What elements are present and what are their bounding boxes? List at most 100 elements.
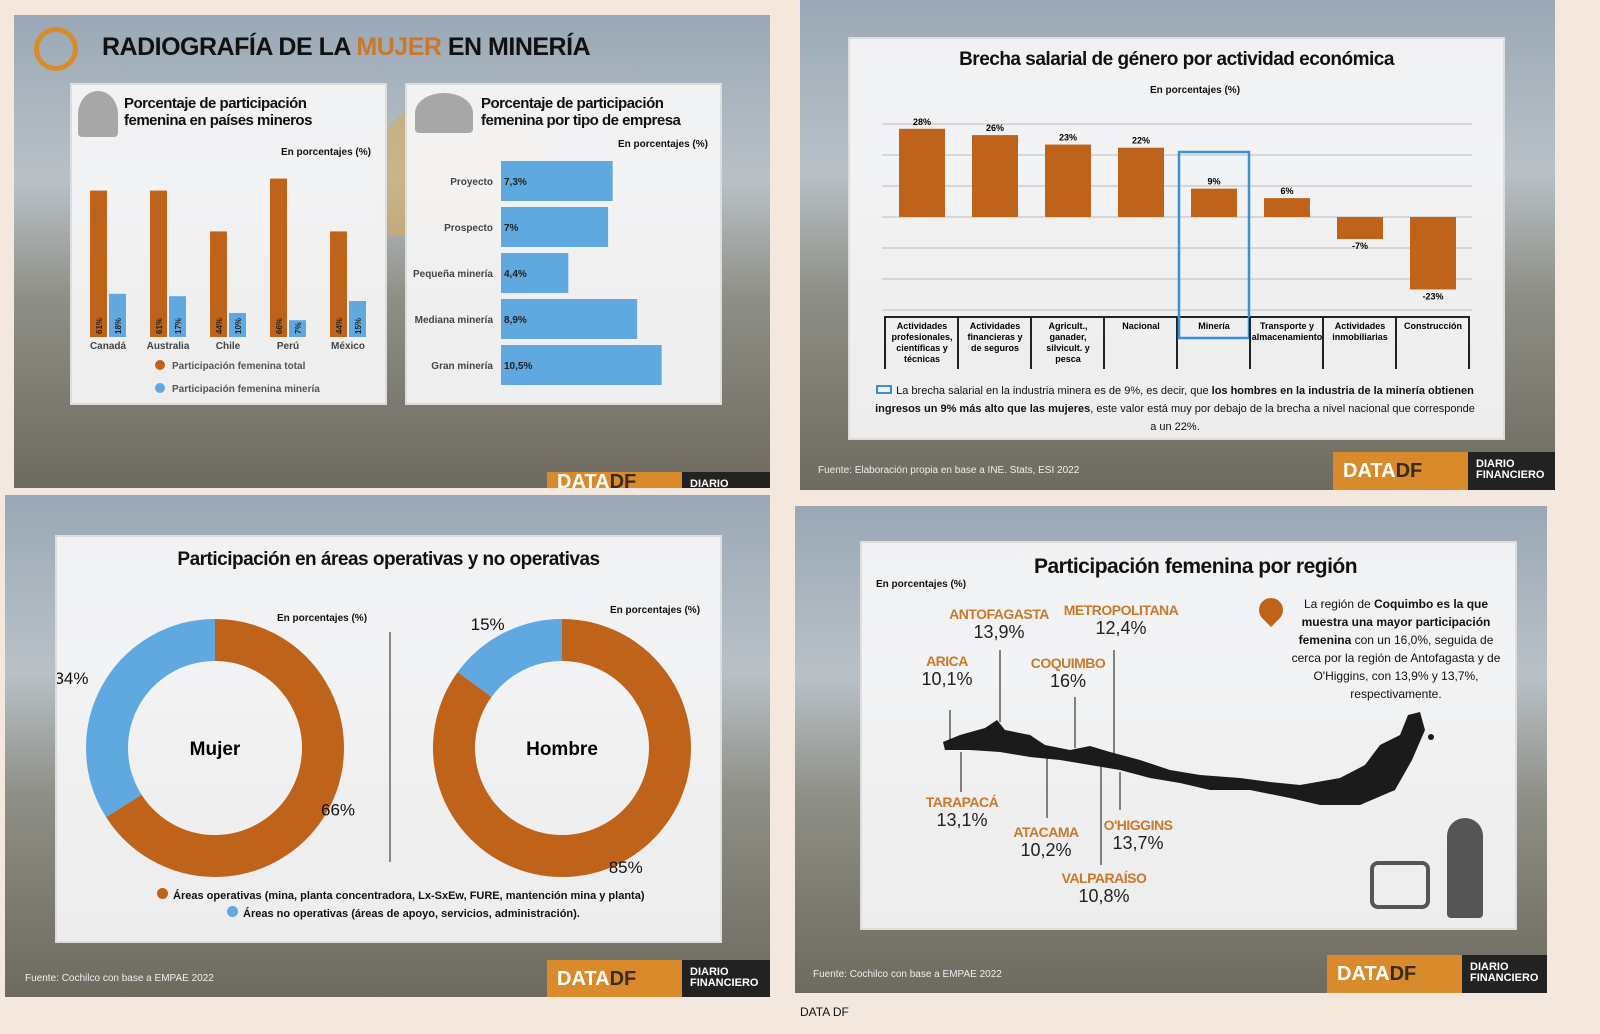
countries-bar-chart: 61% 18% Canadá 61% 17% Australia 44% 10% Chile 66… xyxy=(90,178,366,395)
chart-title: Brecha salarial de género por actividad … xyxy=(959,49,1394,70)
bar-label: 61% xyxy=(155,318,164,334)
legend-item-operational: Áreas operativas (mina, planta concentra… xyxy=(157,887,645,905)
bar-label: 44% xyxy=(335,318,344,334)
unit-label-men: En porcentajes (%) xyxy=(610,605,701,616)
chile-shape xyxy=(943,712,1425,805)
company-type-chart-card: Porcentaje de participación femenina por… xyxy=(405,83,722,405)
bar-label: 7% xyxy=(504,223,519,234)
bar-total xyxy=(90,190,107,337)
woman-icon xyxy=(1447,818,1483,918)
unit-label: En porcentajes (%) xyxy=(280,147,371,158)
category-label: Agricult., xyxy=(1048,321,1087,331)
bar-label: 6% xyxy=(1280,186,1293,196)
category-label: Minería xyxy=(1198,321,1231,331)
title-text-end: EN MINERÍA xyxy=(441,33,591,61)
bar-label: 7% xyxy=(294,322,303,334)
bar-label: -23% xyxy=(1422,291,1443,301)
slice-label: 85% xyxy=(609,858,643,877)
bar xyxy=(501,299,638,339)
bar xyxy=(1264,198,1310,217)
category-label: Actividades xyxy=(897,321,948,331)
bar-total xyxy=(270,178,287,337)
bar xyxy=(501,253,569,293)
bar-mining xyxy=(109,293,126,337)
bar-label: -7% xyxy=(1352,241,1368,251)
chile-map xyxy=(943,650,1434,865)
legend-item-non-operational: Áreas no operativas (áreas de apoyo, ser… xyxy=(227,905,645,923)
category-label: Chile xyxy=(216,341,241,352)
category-label: Pequeña minería xyxy=(413,269,493,280)
donut-slice xyxy=(106,619,344,877)
slice-label: 34% xyxy=(57,669,88,688)
bar-mining xyxy=(289,320,306,337)
bar-label: 15% xyxy=(354,318,363,334)
gap-note: La brecha salarial en la industria miner… xyxy=(875,385,1475,433)
category-label: de seguros xyxy=(971,343,1019,353)
bar-label: 23% xyxy=(1059,133,1077,143)
chart-title: Porcentaje de participación femenina en … xyxy=(124,95,312,129)
bar xyxy=(972,135,1018,217)
legend-label: Participación femenina minería xyxy=(172,384,320,395)
source-text: Fuente: Cochilco con base a EMPAE 2022 xyxy=(25,973,214,984)
category-label: ganader, xyxy=(1049,332,1086,342)
bar xyxy=(1045,144,1091,217)
region-tarapaca: TARAPACÁ 13,1% xyxy=(925,794,999,830)
bar-label: 10% xyxy=(234,318,243,334)
category-label: inmobiliarias xyxy=(1332,332,1388,342)
unit-label: En porcentajes (%) xyxy=(617,139,708,150)
bar-total xyxy=(150,190,167,337)
datadf-logo: DATA DF DIARIO FINANCIERO xyxy=(547,960,770,997)
datadf-logo: DATA DF DIARIO FINANCIERO xyxy=(1333,452,1555,490)
region-note: La región de Coquimbo es la que muestra … xyxy=(1291,597,1501,701)
bar-label: 22% xyxy=(1132,136,1150,146)
areas-card: Participación en áreas operativas y no o… xyxy=(55,535,722,943)
unit-label-women: En porcentajes (%) xyxy=(277,613,368,624)
bar xyxy=(501,161,613,201)
donut-slice xyxy=(433,619,691,877)
bar-label: 26% xyxy=(986,123,1004,133)
bar-total xyxy=(210,231,227,337)
region-atacama: ATACAMA 10,2% xyxy=(1013,824,1079,860)
donut-slice xyxy=(86,619,216,818)
bar-label: 44% xyxy=(215,318,224,334)
slice-label: 15% xyxy=(471,615,505,634)
source-text: Fuente: Cochilco con base a EMPAE 2022 xyxy=(813,969,1002,980)
bar-mining xyxy=(229,313,246,337)
helmet-icon xyxy=(415,93,473,133)
company-type-bar-chart: 7,3% Proyecto 7% Prospecto 4,4% Pequeña miner… xyxy=(413,161,662,385)
region-arica: ARICA 10,1% xyxy=(921,653,973,689)
category-label: Actividades xyxy=(970,321,1021,331)
chart-title: Participación femenina por región xyxy=(1034,555,1358,578)
category-label: pesca xyxy=(1055,354,1082,364)
bar-label: 10,5% xyxy=(504,361,532,372)
unit-label: En porcentajes (%) xyxy=(1150,85,1241,96)
legend-dot xyxy=(155,383,165,393)
category-label: Transporte y xyxy=(1260,321,1314,331)
title-text: RADIOGRAFÍA DE LA xyxy=(102,33,357,61)
source-text: Fuente: Elaboración propia en base a INE… xyxy=(818,465,1080,476)
panel-wage-gap: Brecha salarial de género por actividad … xyxy=(800,0,1555,490)
category-label: almacenamiento xyxy=(1252,332,1323,342)
panel-regions: Participación femenina por región En por… xyxy=(795,506,1547,993)
bar xyxy=(501,207,609,247)
category-label: Perú xyxy=(277,341,299,352)
legend-label: Participación femenina total xyxy=(172,361,306,372)
region-coquimbo: COQUIMBO 16% xyxy=(1030,655,1106,691)
legend-box-icon xyxy=(876,385,893,394)
bar xyxy=(1337,217,1383,240)
chart-title: Porcentaje de participación femenina por… xyxy=(481,95,681,129)
category-label: científicas y xyxy=(896,343,948,353)
worker-icon xyxy=(78,91,118,137)
bar-label: 7,3% xyxy=(504,177,527,188)
category-label: Gran minería xyxy=(431,361,493,372)
infographic-title: RADIOGRAFÍA DE LA MUJER EN MINERÍA xyxy=(102,33,591,62)
category-label: Prospecto xyxy=(444,223,493,234)
category-label: Australia xyxy=(147,341,190,352)
wage-gap-bar-chart: 28%Actividadesprofesionales,científicas … xyxy=(882,117,1472,369)
center-label: Hombre xyxy=(526,739,598,760)
slice-label: 66% xyxy=(321,801,355,820)
chart-title: Participación en áreas operativas y no o… xyxy=(177,549,600,570)
category-label: profesionales, xyxy=(891,332,952,342)
bar-label: 66% xyxy=(275,318,284,334)
category-label: Canadá xyxy=(90,341,127,352)
